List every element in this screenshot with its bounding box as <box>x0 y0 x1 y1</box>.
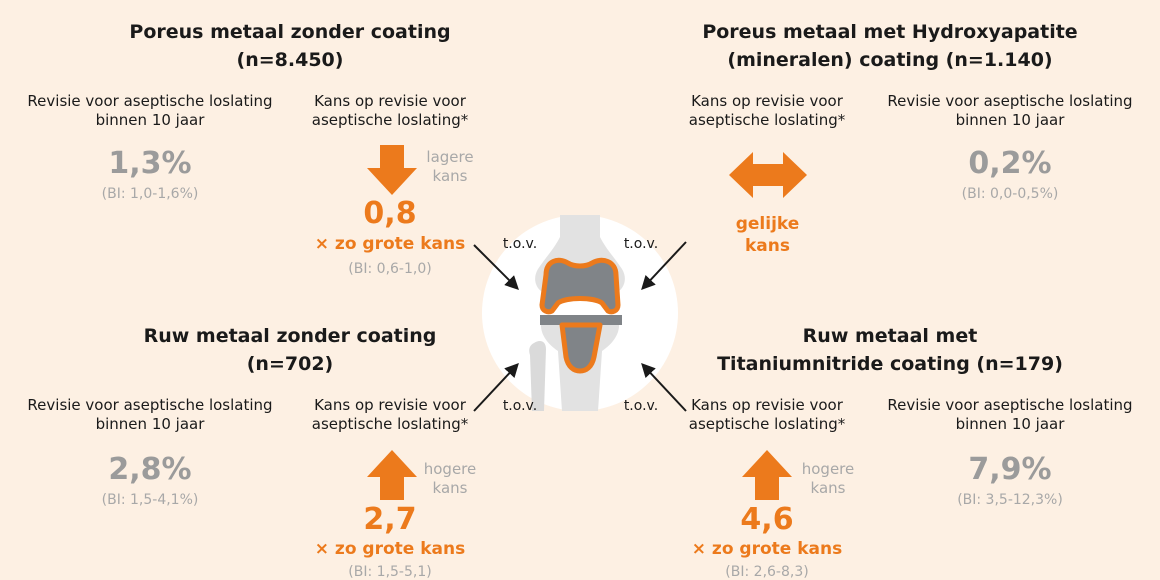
revision-label-line1: Revisie voor aseptische loslating <box>27 396 273 414</box>
direction-line1: hogere <box>801 460 855 478</box>
title-line2: (mineralen) coating (n=1.140) <box>727 49 1053 71</box>
chance-label: Kans op revisie voor aseptische loslatin… <box>300 396 480 434</box>
title-line1: Ruw metaal met <box>802 325 978 347</box>
knee-prosthesis-icon <box>482 215 678 411</box>
revision-label: Revisie voor aseptische loslating binnen… <box>20 92 280 130</box>
revision-value: 7,9% <box>968 452 1052 487</box>
revision-label-line2: binnen 10 jaar <box>955 111 1065 129</box>
chance-label-line1: Kans op revisie voor <box>691 396 843 414</box>
revision-label-line2: binnen 10 jaar <box>95 415 205 433</box>
chance-label: Kans op revisie voor aseptische loslatin… <box>300 92 480 130</box>
title-line2: (n=8.450) <box>236 49 344 71</box>
title-porous-hydroxyapatite: Poreus metaal met Hydroxyapatite (minera… <box>680 18 1100 74</box>
down-arrow-icon <box>367 145 417 195</box>
arrow-bottom-left <box>473 362 519 412</box>
title-porous-no-coating: Poreus metaal zonder coating (n=8.450) <box>90 18 490 74</box>
chance-label-line2: aseptische loslating* <box>688 415 846 433</box>
ratio-ci: (BI: 2,6-8,3) <box>725 564 809 580</box>
direction-label: hogere kans <box>796 460 860 498</box>
chance-label-line1: Kans op revisie voor <box>691 92 843 110</box>
equal-line1: gelijke <box>735 214 800 234</box>
direction-label: lagere kans <box>420 148 480 186</box>
revision-label-line1: Revisie voor aseptische loslating <box>887 396 1133 414</box>
revision-ci: (BI: 1,5-4,1%) <box>101 492 199 508</box>
direction-line1: hogere <box>423 460 477 478</box>
title-line1: Poreus metaal zonder coating <box>129 21 451 43</box>
equal-label: gelijke kans <box>710 213 825 257</box>
revision-label-line2: binnen 10 jaar <box>95 111 205 129</box>
arrow-top-right <box>641 241 687 291</box>
chance-label-line1: Kans op revisie voor <box>314 92 466 110</box>
chance-label-line1: Kans op revisie voor <box>314 396 466 414</box>
chance-label-line2: aseptische loslating* <box>311 111 469 129</box>
ratio-label: × zo grote kans <box>314 539 466 559</box>
up-arrow-icon <box>367 450 417 500</box>
ratio-ci: (BI: 0,6-1,0) <box>348 261 432 277</box>
title-line2: (n=702) <box>246 353 334 375</box>
title-line2: Titaniumnitride coating (n=179) <box>717 353 1063 375</box>
ratio-value: 0,8 <box>363 196 417 231</box>
arrow-bottom-right <box>641 362 687 412</box>
revision-label: Revisie voor aseptische loslating binnen… <box>880 396 1140 434</box>
chance-label-line2: aseptische loslating* <box>311 415 469 433</box>
up-arrow-icon <box>742 450 792 500</box>
tov-top-right: t.o.v. <box>623 236 659 252</box>
title-line1: Ruw metaal zonder coating <box>143 325 437 347</box>
revision-ci: (BI: 1,0-1,6%) <box>101 186 199 202</box>
ratio-value: 4,6 <box>740 502 794 537</box>
revision-value: 2,8% <box>108 452 192 487</box>
direction-line2: kans <box>432 167 468 185</box>
tov-bottom-left: t.o.v. <box>502 398 538 414</box>
direction-label: hogere kans <box>418 460 482 498</box>
ratio-label: × zo grote kans <box>691 539 843 559</box>
direction-line2: kans <box>432 479 468 497</box>
title-rough-titanium-nitride: Ruw metaal met Titaniumnitride coating (… <box>680 322 1100 378</box>
revision-label: Revisie voor aseptische loslating binnen… <box>880 92 1140 130</box>
tov-top-left: t.o.v. <box>502 236 538 252</box>
ratio-label: × zo grote kans <box>314 234 466 254</box>
chance-label: Kans op revisie voor aseptische loslatin… <box>677 396 857 434</box>
chance-label: Kans op revisie voor aseptische loslatin… <box>677 92 857 130</box>
title-line1: Poreus metaal met Hydroxyapatite <box>702 21 1078 43</box>
chance-label-line2: aseptische loslating* <box>688 111 846 129</box>
revision-ci: (BI: 0,0-0,5%) <box>961 186 1059 202</box>
revision-value: 1,3% <box>108 146 192 181</box>
direction-line1: lagere <box>426 148 474 166</box>
direction-line2: kans <box>810 479 846 497</box>
revision-label-line1: Revisie voor aseptische loslating <box>27 92 273 110</box>
revision-value: 0,2% <box>968 146 1052 181</box>
revision-label-line2: binnen 10 jaar <box>955 415 1065 433</box>
revision-label: Revisie voor aseptische loslating binnen… <box>20 396 280 434</box>
arrow-top-left <box>473 244 519 290</box>
ratio-ci: (BI: 1,5-5,1) <box>348 564 432 580</box>
double-arrow-icon <box>729 152 807 198</box>
ratio-value: 2,7 <box>363 502 417 537</box>
revision-ci: (BI: 3,5-12,3%) <box>957 492 1063 508</box>
title-rough-no-coating: Ruw metaal zonder coating (n=702) <box>90 322 490 378</box>
equal-line2: kans <box>745 236 790 256</box>
tov-bottom-right: t.o.v. <box>623 398 659 414</box>
revision-label-line1: Revisie voor aseptische loslating <box>887 92 1133 110</box>
